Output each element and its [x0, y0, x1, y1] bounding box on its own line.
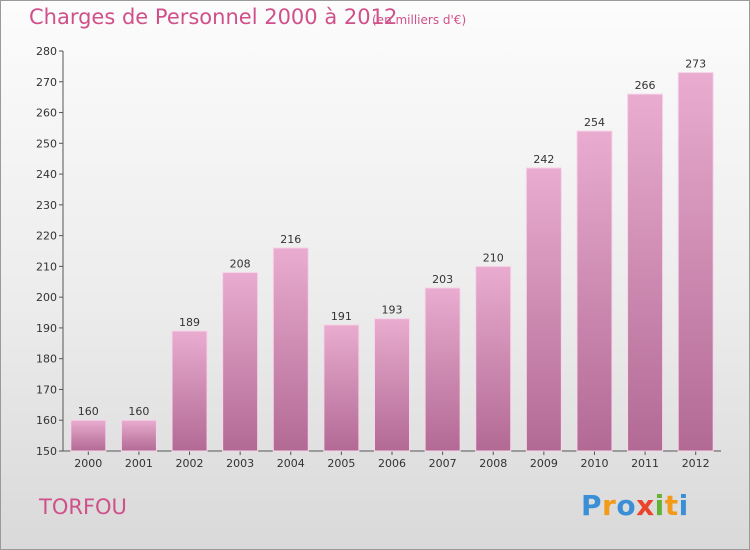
- x-tick-label: 2009: [530, 457, 558, 470]
- data-label: 254: [584, 116, 605, 129]
- x-tick-label: 2007: [429, 457, 457, 470]
- location-name: TORFOU: [39, 495, 127, 519]
- x-tick-label: 2000: [74, 457, 102, 470]
- bar: [424, 287, 461, 452]
- x-tick-label: 2011: [631, 457, 659, 470]
- x-tick-label: 2012: [682, 457, 710, 470]
- y-tick-label: 260: [36, 107, 57, 120]
- y-tick-label: 270: [36, 76, 57, 89]
- x-tick-label: 2006: [378, 457, 406, 470]
- bar: [323, 324, 360, 452]
- x-tick-label: 2004: [277, 457, 305, 470]
- bar: [272, 247, 309, 452]
- logo-letter: t: [664, 489, 679, 522]
- y-tick-label: 250: [36, 137, 57, 150]
- proxiti-logo: Proxiti: [581, 489, 689, 522]
- y-tick-label: 280: [36, 45, 57, 58]
- y-tick-label: 180: [36, 353, 57, 366]
- y-tick-label: 160: [36, 414, 57, 427]
- chart-title: Charges de Personnel 2000 à 2012: [29, 5, 398, 29]
- data-label: 160: [128, 405, 149, 418]
- bar: [120, 419, 157, 452]
- y-tick-label: 190: [36, 322, 57, 335]
- bar: [222, 272, 259, 452]
- bar: [475, 265, 512, 452]
- logo-letter: P: [581, 489, 603, 522]
- data-label: 203: [432, 273, 453, 286]
- y-tick-label: 150: [36, 445, 57, 458]
- data-label: 193: [382, 304, 403, 317]
- data-label: 191: [331, 310, 352, 323]
- data-label: 210: [483, 251, 504, 264]
- logo-letter: r: [602, 489, 617, 522]
- data-label: 242: [533, 153, 554, 166]
- bar: [70, 419, 107, 452]
- x-tick-label: 2005: [327, 457, 355, 470]
- x-tick-label: 2008: [479, 457, 507, 470]
- logo-letter: i: [654, 489, 665, 522]
- bar: [525, 167, 562, 452]
- x-tick-label: 2002: [176, 457, 204, 470]
- y-tick-label: 210: [36, 260, 57, 273]
- y-tick-label: 220: [36, 230, 57, 243]
- y-tick-label: 170: [36, 383, 57, 396]
- data-label: 189: [179, 316, 200, 329]
- y-tick-label: 200: [36, 291, 57, 304]
- data-label: 216: [280, 233, 301, 246]
- data-label: 273: [685, 58, 706, 71]
- x-tick-label: 2010: [580, 457, 608, 470]
- bar: [576, 130, 613, 452]
- y-tick-label: 240: [36, 168, 57, 181]
- bar: [627, 93, 664, 452]
- y-tick-label: 230: [36, 199, 57, 212]
- bar: [171, 330, 208, 452]
- x-tick-label: 2001: [125, 457, 153, 470]
- chart-subtitle: (en milliers d'€): [372, 13, 467, 27]
- data-label: 160: [78, 405, 99, 418]
- data-label: 266: [635, 79, 656, 92]
- x-tick-label: 2003: [226, 457, 254, 470]
- data-label: 208: [230, 258, 251, 271]
- bar: [677, 72, 714, 452]
- logo-letter: x: [636, 489, 655, 522]
- logo-letter: o: [616, 489, 637, 522]
- logo-letter: i: [678, 489, 689, 522]
- bar: [374, 318, 410, 452]
